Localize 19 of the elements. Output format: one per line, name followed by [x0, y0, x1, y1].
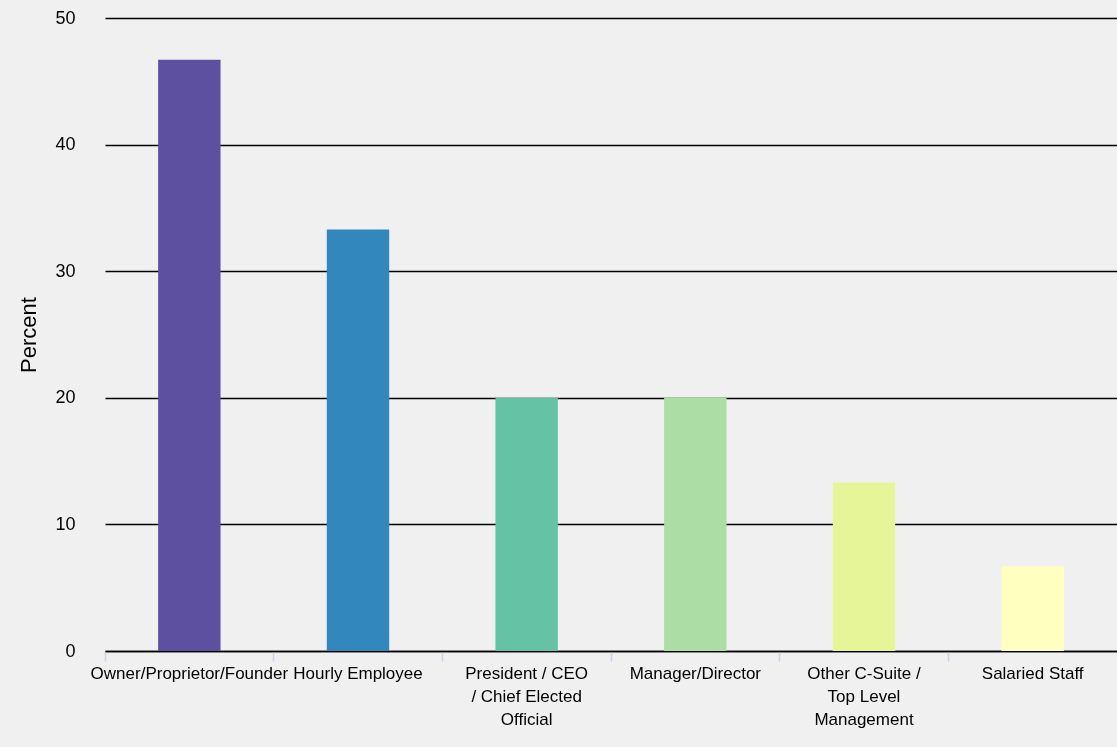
bar	[326, 229, 390, 651]
y-axis-title: Percent	[16, 297, 42, 373]
y-tick-label: 50	[55, 7, 76, 28]
y-tick-label: 20	[55, 387, 76, 408]
bar	[664, 397, 727, 651]
bar	[495, 397, 558, 651]
y-tick-label: 0	[65, 640, 76, 661]
x-tick-label: Manager/Director	[629, 663, 762, 683]
bar	[1001, 566, 1064, 651]
x-tick-label: Other C-Suite / Top Level Management	[807, 663, 921, 729]
x-tick-label: Owner/Proprietor/Founder	[90, 663, 289, 683]
y-tick-label: 40	[55, 134, 76, 155]
y-tick-label: 30	[55, 260, 76, 281]
bar	[832, 482, 896, 651]
bar	[158, 59, 221, 651]
x-tick-label: President / CEO / Chief Elected Official	[465, 663, 589, 729]
y-tick-label: 10	[55, 513, 76, 534]
x-tick-label: Salaried Staff	[981, 663, 1084, 683]
x-tick-label: Hourly Employee	[293, 663, 423, 683]
